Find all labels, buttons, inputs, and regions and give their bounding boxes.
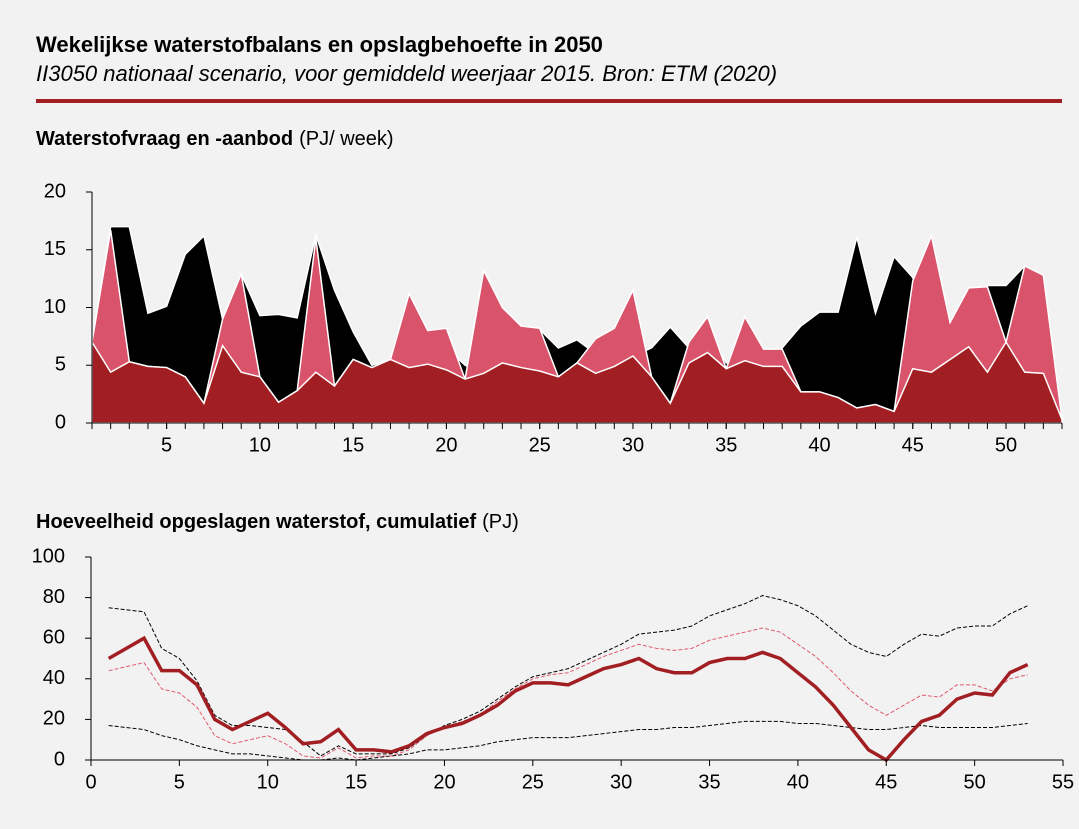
x-tick-label: 15 bbox=[342, 434, 364, 456]
x-tick-label: 30 bbox=[622, 434, 644, 456]
y-tick-label: 0 bbox=[54, 748, 65, 770]
x-tick-label: 25 bbox=[529, 434, 551, 456]
x-tick-label: 5 bbox=[174, 771, 185, 793]
x-tick-label: 30 bbox=[610, 771, 632, 793]
panel-title: Hoeveelheid opgeslagen waterstof, cumula… bbox=[36, 511, 519, 533]
x-tick-label: 50 bbox=[995, 434, 1017, 456]
x-tick-label: 15 bbox=[345, 771, 367, 793]
x-tick-label: 0 bbox=[85, 771, 96, 793]
y-tick-label: 60 bbox=[43, 626, 65, 648]
y-tick-label: 20 bbox=[44, 180, 66, 202]
chart-subtitle: II3050 nationaal scenario, voor gemiddel… bbox=[36, 61, 777, 86]
y-tick-label: 20 bbox=[43, 708, 65, 730]
x-tick-label: 45 bbox=[902, 434, 924, 456]
line bbox=[108, 720, 1028, 761]
area bbox=[91, 339, 1063, 424]
y-tick-label: 0 bbox=[55, 411, 66, 433]
x-tick-label: 50 bbox=[964, 771, 986, 793]
y-tick-label: 5 bbox=[55, 354, 66, 376]
x-tick-label: 35 bbox=[698, 771, 720, 793]
line bbox=[107, 635, 1029, 763]
x-tick-label: 10 bbox=[249, 434, 271, 456]
panel-unit: (PJ/ week) bbox=[299, 128, 393, 150]
y-tick-label: 100 bbox=[32, 545, 65, 567]
x-tick-label: 40 bbox=[787, 771, 809, 793]
panel-unit: (PJ) bbox=[482, 511, 519, 533]
x-tick-label: 20 bbox=[433, 771, 455, 793]
x-tick-label: 35 bbox=[715, 434, 737, 456]
x-tick-label: 10 bbox=[257, 771, 279, 793]
y-tick-label: 40 bbox=[43, 667, 65, 689]
line bbox=[108, 595, 1028, 757]
line bbox=[108, 627, 1028, 759]
panel-title: Waterstofvraag en -aanbod (PJ/ week) bbox=[36, 128, 394, 150]
x-tick-label: 55 bbox=[1052, 771, 1074, 793]
x-tick-label: 5 bbox=[161, 434, 172, 456]
panel-title-bold: Waterstofvraag en -aanbod bbox=[36, 128, 293, 150]
y-tick-label: 10 bbox=[44, 296, 66, 318]
x-tick-label: 45 bbox=[875, 771, 897, 793]
x-tick-label: 20 bbox=[435, 434, 457, 456]
x-tick-label: 40 bbox=[808, 434, 830, 456]
y-tick-label: 80 bbox=[43, 586, 65, 608]
panel-title-bold: Hoeveelheid opgeslagen waterstof, cumula… bbox=[36, 511, 476, 533]
chart-title: Wekelijkse waterstofbalans en opslagbeho… bbox=[36, 32, 603, 57]
x-tick-label: 25 bbox=[522, 771, 544, 793]
y-tick-label: 15 bbox=[44, 238, 66, 260]
